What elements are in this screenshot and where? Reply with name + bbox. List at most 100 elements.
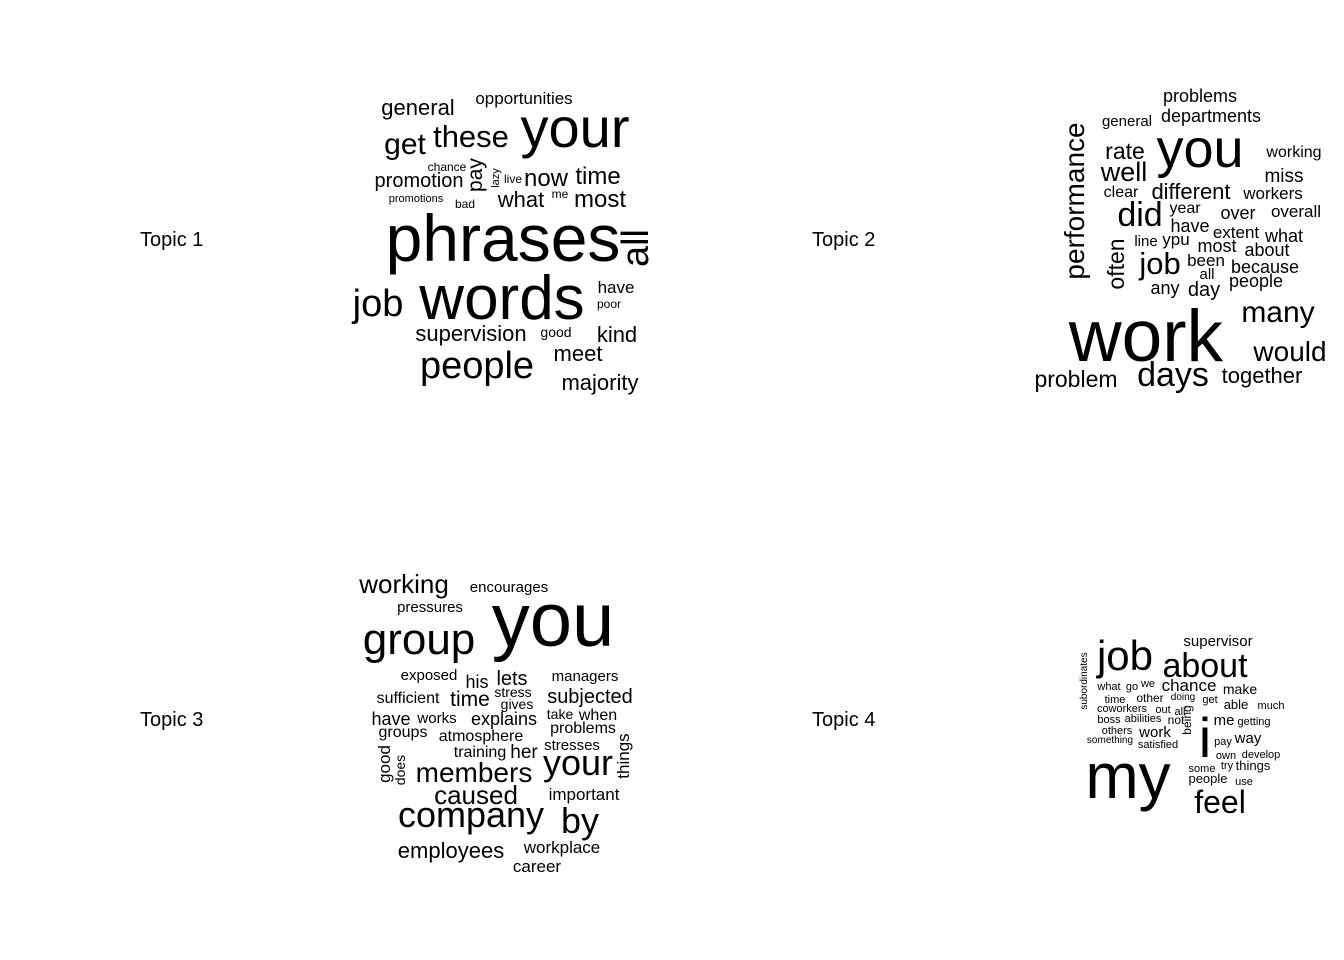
word: pay	[464, 158, 487, 192]
word: you	[492, 578, 615, 663]
word: me	[1214, 712, 1235, 729]
word: being	[1180, 705, 1194, 734]
word: doing	[1171, 692, 1195, 703]
word: good	[540, 324, 571, 340]
wordcloud-2: problems general departments performance rat…	[1034, 86, 1326, 394]
word: satisfied	[1138, 739, 1178, 751]
word: by	[561, 800, 599, 841]
word: been	[1187, 251, 1225, 270]
wordcloud-4: supervisor job about subordinates what go we ch…	[1079, 632, 1284, 820]
word: people	[1229, 271, 1283, 291]
word: when	[578, 707, 617, 724]
word: together	[1222, 363, 1303, 388]
word: able	[1224, 697, 1249, 712]
word: groups	[379, 724, 428, 741]
word: problems	[550, 720, 616, 737]
topic-label: Topic 3	[140, 709, 203, 731]
word: problem	[1034, 366, 1117, 392]
word: year	[1169, 200, 1201, 217]
word: sufficient	[377, 690, 440, 707]
word: works	[416, 710, 456, 727]
word: managers	[552, 668, 619, 685]
word: your	[543, 742, 613, 783]
word: all	[1199, 266, 1214, 283]
word: time	[1105, 694, 1126, 706]
word: words	[418, 264, 584, 333]
word: because	[1231, 257, 1299, 277]
word: develop	[1242, 749, 1281, 761]
word: these	[433, 119, 509, 154]
word: go	[1126, 681, 1138, 693]
word: work	[1138, 724, 1171, 741]
topic-label: Topic 4	[812, 709, 875, 731]
word: job	[1095, 632, 1153, 679]
word: extent	[1213, 223, 1260, 242]
word: workplace	[523, 838, 601, 857]
word: own	[1216, 750, 1236, 762]
word: about	[1244, 240, 1289, 260]
word: things	[1236, 758, 1271, 773]
word: her	[510, 742, 538, 763]
word: have	[1170, 216, 1209, 236]
word: supervisor	[1183, 633, 1252, 650]
word: about	[1162, 647, 1248, 685]
word: problems	[1163, 86, 1237, 106]
word: feel	[1194, 784, 1246, 820]
word: try	[1221, 760, 1234, 772]
word: coworkers	[1097, 703, 1148, 715]
word: promotion	[375, 170, 464, 192]
word: things	[614, 733, 633, 778]
word: caused	[434, 780, 518, 810]
topic-label: Topic 2	[812, 229, 875, 251]
word: subjected	[547, 686, 633, 708]
word: me	[552, 187, 569, 201]
word: majority	[561, 370, 638, 395]
word: people	[1188, 771, 1227, 786]
word: rate	[1105, 138, 1145, 164]
word: good	[375, 745, 394, 783]
word: well	[1100, 157, 1148, 187]
word: stress	[494, 684, 531, 700]
word: lets	[496, 668, 527, 690]
word: poor	[597, 297, 621, 311]
topic-label: Topic 1	[140, 229, 203, 251]
word: different	[1151, 179, 1230, 204]
word: most	[1197, 236, 1236, 256]
word: subordinates	[1079, 652, 1090, 709]
word: line	[1134, 233, 1157, 250]
word: pressures	[397, 599, 463, 616]
word: important	[549, 785, 620, 804]
word: promotions	[389, 193, 444, 205]
word: meet	[554, 341, 603, 366]
word: lazy	[490, 168, 502, 188]
word: now	[524, 165, 569, 192]
word: miss	[1264, 166, 1303, 187]
word: what	[497, 187, 544, 212]
word: boss	[1097, 714, 1121, 726]
word: did	[1117, 196, 1162, 234]
word: pay	[1214, 736, 1232, 748]
word: overall	[1271, 202, 1321, 221]
word: working	[1265, 144, 1321, 161]
word: not	[1168, 713, 1185, 727]
word: chance	[428, 160, 467, 174]
word: time	[450, 688, 490, 711]
word: career	[513, 857, 562, 876]
word: all	[1174, 706, 1185, 718]
word: clear	[1104, 184, 1139, 201]
word: workers	[1242, 184, 1303, 203]
word: what	[1264, 226, 1303, 246]
word: something	[1087, 735, 1133, 746]
word: have	[598, 278, 635, 297]
word: general	[381, 95, 454, 120]
word: work	[1068, 296, 1224, 377]
word: group	[363, 615, 476, 664]
word: working	[358, 569, 449, 599]
word: time	[575, 163, 620, 190]
word: others	[1102, 725, 1133, 737]
word: exposed	[401, 667, 458, 684]
word: kind	[597, 322, 637, 347]
word: live	[504, 172, 522, 186]
word: his	[465, 672, 488, 692]
word: way	[1234, 730, 1262, 747]
